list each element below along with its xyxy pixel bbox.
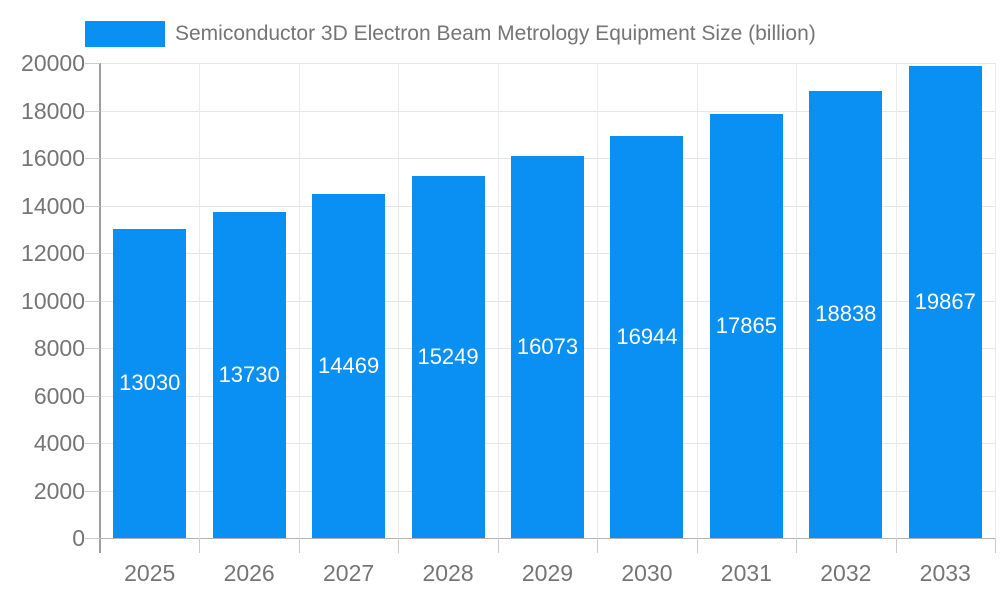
y-tick-label: 6000	[33, 382, 85, 409]
x-tick	[597, 538, 599, 553]
bar[interactable]	[709, 113, 783, 538]
bar-value-label: 16944	[616, 323, 678, 349]
x-tick	[398, 538, 400, 553]
v-gridline	[895, 63, 897, 538]
bar[interactable]	[908, 66, 982, 538]
v-gridline	[696, 63, 698, 538]
x-tick-label: 2030	[621, 560, 673, 586]
bar-value-label: 17865	[715, 312, 777, 338]
x-tick	[199, 538, 201, 553]
y-tick-label: 2000	[33, 477, 85, 504]
y-axis-line	[99, 63, 101, 553]
y-tick	[85, 110, 100, 112]
bar[interactable]	[411, 175, 485, 538]
bar[interactable]	[809, 90, 883, 538]
bar-value-label: 15249	[417, 343, 479, 369]
y-tick	[85, 205, 100, 207]
bar-value-label: 19867	[914, 289, 976, 315]
x-tick	[298, 538, 300, 553]
bar[interactable]	[312, 194, 386, 538]
x-tick-label: 2032	[820, 560, 872, 586]
y-tick-label: 14000	[21, 192, 85, 219]
legend-swatch	[85, 21, 165, 47]
y-tick	[85, 253, 100, 254]
legend-label: Semiconductor 3D Electron Beam Metrology…	[175, 22, 816, 45]
v-gridline	[497, 63, 499, 538]
x-axis-line	[100, 538, 995, 539]
x-tick	[796, 538, 798, 553]
bar-value-label: 13730	[218, 361, 280, 387]
x-tick	[895, 538, 897, 553]
y-tick	[85, 300, 100, 302]
h-gridline	[100, 110, 995, 112]
y-tick-label: 18000	[21, 97, 85, 124]
bar-value-label: 18838	[815, 301, 877, 327]
x-tick-label: 2028	[422, 560, 474, 586]
x-tick-label: 2027	[323, 560, 375, 586]
y-tick	[85, 63, 100, 64]
bar-value-label: 13030	[119, 370, 181, 396]
y-tick-label: 12000	[21, 240, 85, 266]
x-tick-label: 2029	[521, 560, 574, 586]
y-tick	[85, 158, 100, 159]
v-gridline	[995, 63, 996, 538]
v-gridline	[398, 63, 400, 538]
plot-area: 0 2000 4000 6000 8000 10000 12000 14000 16000 180…	[21, 50, 996, 586]
y-tick	[85, 538, 100, 539]
y-tick	[85, 443, 100, 444]
x-tick	[995, 538, 996, 553]
bar[interactable]	[113, 228, 187, 538]
x-tick-label: 2025	[124, 560, 176, 586]
y-tick-label: 4000	[33, 430, 85, 456]
y-tick-label: 20000	[21, 50, 85, 76]
bar[interactable]	[610, 135, 684, 538]
v-gridline	[298, 63, 300, 538]
y-tick-label: 0	[72, 525, 85, 551]
v-gridline	[796, 63, 798, 538]
h-gridline	[100, 63, 995, 64]
y-tick	[85, 395, 100, 397]
x-tick	[696, 538, 698, 553]
bar-value-label: 14469	[318, 353, 380, 379]
y-tick	[85, 490, 100, 492]
x-tick-label: 2031	[720, 560, 772, 586]
y-tick	[85, 348, 100, 349]
x-tick-label: 2033	[919, 560, 971, 586]
v-gridline	[597, 63, 599, 538]
x-tick	[497, 538, 499, 553]
v-gridline	[199, 63, 201, 538]
bar[interactable]	[511, 156, 584, 538]
y-tick-label: 10000	[21, 287, 85, 314]
y-tick-label: 16000	[21, 145, 85, 171]
y-tick-label: 8000	[33, 335, 85, 361]
x-tick-label: 2026	[223, 560, 275, 586]
bar-value-label: 16073	[516, 334, 579, 360]
bar[interactable]	[212, 211, 286, 538]
